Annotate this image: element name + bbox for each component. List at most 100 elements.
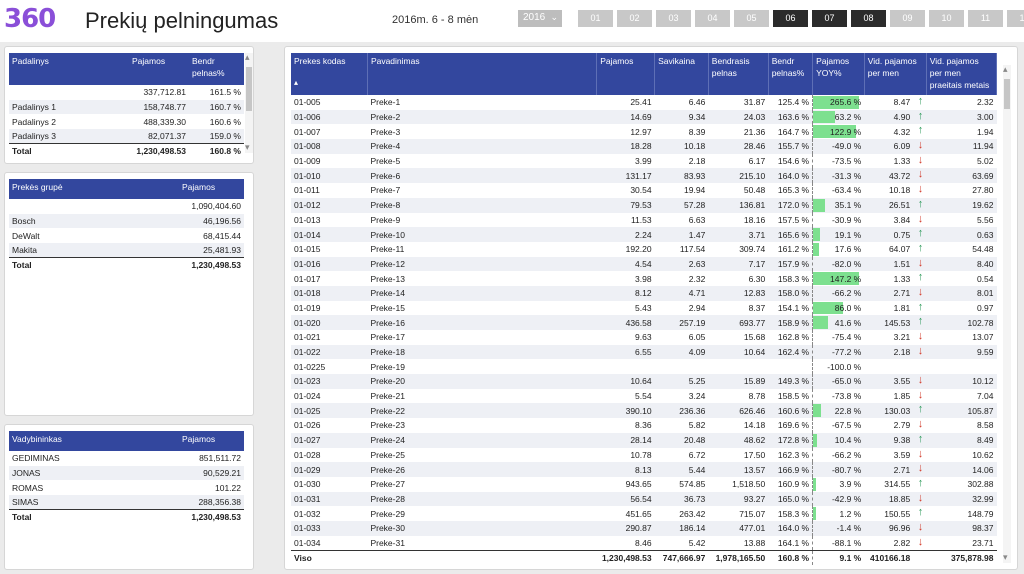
cell-prev: 63.69 — [926, 168, 997, 184]
table-row[interactable]: 01-031 Preke-28 56.54 36.73 93.27 165.0 % -42.… — [291, 491, 997, 507]
page-title: Prekių pelningumas — [85, 8, 279, 33]
main-scrollbar[interactable]: ▴ ▾ — [1003, 65, 1011, 563]
table-row[interactable]: 01-023 Preke-20 10.64 5.25 15.89 149.3 % -65.0… — [291, 374, 997, 389]
vid-value: 1.33 — [893, 273, 911, 284]
cell-yoy: 3.9 % — [812, 476, 865, 492]
padaliniai-row[interactable]: Padalinys 1 158,748.77 160.7 % — [9, 99, 244, 115]
table-row[interactable]: 01-029 Preke-26 8.13 5.44 13.57 166.9 % -80.7 … — [291, 462, 997, 477]
grupes-row[interactable]: DeWalt 68,415.44 — [9, 228, 244, 243]
table-row[interactable]: 01-034 Preke-31 8.46 5.42 13.88 164.1 % -88.1 … — [291, 535, 997, 551]
table-total-row: Viso 1,230,498.53 747,666.97 1,978,165.50 16… — [291, 549, 997, 565]
padaliniai-row[interactable]: Padalinys 3 82,071.37 159.0 % — [9, 129, 244, 144]
padalinys-scrollbar[interactable]: ▴ ▾ — [245, 53, 253, 153]
table-row[interactable]: 01-014 Preke-10 2.24 1.47 3.71 165.6 % 19.1 % 0… — [291, 227, 997, 242]
table-row[interactable]: 01-0225 Preke-19 -100.0 % — [291, 359, 997, 375]
grupes-row[interactable]: 1,090,404.60 — [9, 199, 244, 214]
padaliniai-header-2[interactable]: Bendr pelnas% — [189, 53, 244, 85]
month-button-01[interactable]: 01 — [578, 10, 613, 27]
table-row[interactable]: 01-020 Preke-16 436.58 257.19 693.77 158.9 % 4… — [291, 315, 997, 330]
cell-bp: 48.62 — [708, 432, 769, 448]
vadybininkai-row[interactable]: JONAS 90,529.21 — [9, 465, 244, 481]
table-row[interactable]: 01-005 Preke-1 25.41 6.46 31.87 125.4 % 265.6 … — [291, 95, 997, 110]
table-row[interactable]: 01-009 Preke-5 3.99 2.18 6.17 154.6 % -73.5 % 1… — [291, 153, 997, 169]
cell-prev: 11.94 — [926, 139, 997, 154]
vadybininkai-header-1[interactable]: Pajamos — [179, 431, 244, 451]
month-button-03[interactable]: 03 — [656, 10, 691, 27]
cell-yoy: -63.4 % — [812, 183, 865, 198]
scroll-down-icon[interactable]: ▾ — [1003, 553, 1008, 563]
padaliniai-row[interactable]: Padalinys 2 488,339.30 160.6 % — [9, 114, 244, 129]
vadybininkai-row[interactable]: SIMAS 288,356.38 — [9, 495, 244, 510]
cell-name: Preke-14 — [367, 285, 597, 301]
padaliniai-header-0[interactable]: Padalinys — [9, 53, 129, 85]
vadybininkai-row[interactable]: ROMAS 101.22 — [9, 480, 244, 495]
table-row[interactable]: 01-006 Preke-2 14.69 9.34 24.03 163.6 % 63.2 %… — [291, 109, 997, 125]
cell-code: 01-0225 — [294, 361, 326, 372]
table-row[interactable]: 01-024 Preke-21 5.54 3.24 8.78 158.5 % -73.8 %… — [291, 388, 997, 404]
cell-yoy: 41.6 % — [812, 315, 865, 330]
cell-bpp: 125.4 % — [777, 97, 810, 108]
main-header-0[interactable]: Prekes kodas ▴ — [291, 53, 368, 95]
scroll-up-icon[interactable]: ▴ — [245, 53, 250, 63]
padaliniai-row[interactable]: 337,712.81 161.5 % — [9, 85, 244, 100]
table-row[interactable]: 01-032 Preke-29 451.65 263.42 715.07 158.3 % 1… — [291, 506, 997, 521]
cell-yoy: 86.0 % — [812, 300, 865, 316]
main-header-4[interactable]: Bendrasis pelnas — [708, 53, 769, 95]
scroll-down-icon[interactable]: ▾ — [245, 143, 250, 153]
table-row[interactable]: 01-012 Preke-8 79.53 57.28 136.81 172.0 % 35.1… — [291, 197, 997, 213]
month-button-07[interactable]: 07 — [812, 10, 847, 27]
scrollbar-thumb[interactable] — [1004, 79, 1010, 109]
vadybininkai-cell: JONAS — [9, 465, 179, 481]
main-header-7[interactable]: Vid. pajamos per men — [864, 53, 927, 95]
main-header-5[interactable]: Bendr pelnas% — [768, 53, 814, 95]
year-dropdown[interactable]: 2016 ⌄ — [518, 10, 562, 27]
cell-bp: 18.16 — [743, 214, 766, 225]
table-row[interactable]: 01-021 Preke-17 9.63 6.05 15.68 162.8 % -75.4 … — [291, 330, 997, 345]
table-row[interactable]: 01-025 Preke-22 390.10 236.36 626.46 160.6 % 2… — [291, 403, 997, 419]
table-row[interactable]: 01-030 Preke-27 943.65 574.85 1,518.50 160.9 … — [291, 476, 997, 492]
vadybininkai-row[interactable]: GEDIMINAS 851,511.72 — [9, 451, 244, 466]
table-row[interactable]: 01-026 Preke-23 8.36 5.82 14.18 169.6 % -67.5 … — [291, 418, 997, 433]
table-row[interactable]: 01-027 Preke-24 28.14 20.48 48.62 172.8 % 10.4… — [291, 432, 997, 448]
table-row[interactable]: 01-011 Preke-7 30.54 19.94 50.48 165.3 % -63.4… — [291, 183, 997, 198]
table-row[interactable]: 01-007 Preke-3 12.97 8.39 21.36 164.7 % 122.9 … — [291, 124, 997, 140]
month-button-09[interactable]: 09 — [890, 10, 925, 27]
table-row[interactable]: 01-022 Preke-18 6.55 4.09 10.64 162.4 % -77.2 … — [291, 344, 997, 360]
table-row[interactable]: 01-019 Preke-15 5.43 2.94 8.37 154.1 % 86.0 % 1… — [291, 300, 997, 316]
table-row[interactable]: 01-016 Preke-12 4.54 2.63 7.17 157.9 % -82.0 %… — [291, 256, 997, 272]
table-row[interactable]: 01-008 Preke-4 18.28 10.18 28.46 155.7 % -49.0… — [291, 139, 997, 154]
main-header-3[interactable]: Savikaina — [654, 53, 709, 95]
table-row[interactable]: 01-015 Preke-11 192.20 117.54 309.74 161.2 % 1… — [291, 241, 997, 257]
grupes-row[interactable]: Makita 25,481.93 — [9, 243, 244, 258]
main-header-2[interactable]: Pajamos — [596, 53, 656, 95]
month-button-04[interactable]: 04 — [695, 10, 730, 27]
table-row[interactable]: 01-013 Preke-9 11.53 6.63 18.16 157.5 % -30.9 … — [291, 212, 997, 228]
main-header-1[interactable]: Pavadinimas — [367, 53, 598, 95]
table-row[interactable]: 01-010 Preke-6 131.17 83.93 215.10 164.0 % -31… — [291, 168, 997, 184]
month-button-05[interactable]: 05 — [734, 10, 769, 27]
month-button-06[interactable]: 06 — [773, 10, 808, 27]
month-button-12[interactable]: 12 — [1007, 10, 1024, 27]
month-button-10[interactable]: 10 — [929, 10, 964, 27]
main-header-8[interactable]: Vid. pajamos per men praeitais metais — [926, 53, 998, 95]
grupes-row[interactable]: Bosch 46,196.56 — [9, 213, 244, 229]
month-button-02[interactable]: 02 — [617, 10, 652, 27]
table-row[interactable]: 01-033 Preke-30 290.87 186.14 477.01 164.0 % -… — [291, 520, 997, 536]
main-header-6[interactable]: Pajamos YOY% — [812, 53, 865, 95]
table-row[interactable]: 01-018 Preke-14 8.12 4.71 12.83 158.0 % -66.2 … — [291, 285, 997, 301]
sort-ascending-icon[interactable]: ▴ — [294, 78, 299, 87]
vadybininkai-header-0[interactable]: Vadybininkas — [9, 431, 179, 451]
table-row[interactable]: 01-028 Preke-25 10.78 6.72 17.50 162.3 % -66.2… — [291, 447, 997, 463]
table-row[interactable]: 01-017 Preke-13 3.98 2.32 6.30 158.3 % 147.2 %… — [291, 271, 997, 286]
scroll-up-icon[interactable]: ▴ — [1003, 65, 1008, 75]
month-button-08[interactable]: 08 — [851, 10, 886, 27]
padaliniai-header-1[interactable]: Pajamos — [129, 53, 189, 85]
month-button-11[interactable]: 11 — [968, 10, 1003, 27]
scrollbar-thumb[interactable] — [246, 67, 252, 111]
cell-code: 01-020 — [291, 315, 368, 330]
grupes-header-0[interactable]: Prekės grupė — [9, 179, 179, 199]
cell-code: 01-026 — [294, 420, 321, 431]
yoy-value: -100.0 % — [827, 361, 862, 372]
yoy-value: -42.9 % — [831, 493, 862, 504]
grupes-header-1[interactable]: Pajamos — [179, 179, 244, 199]
